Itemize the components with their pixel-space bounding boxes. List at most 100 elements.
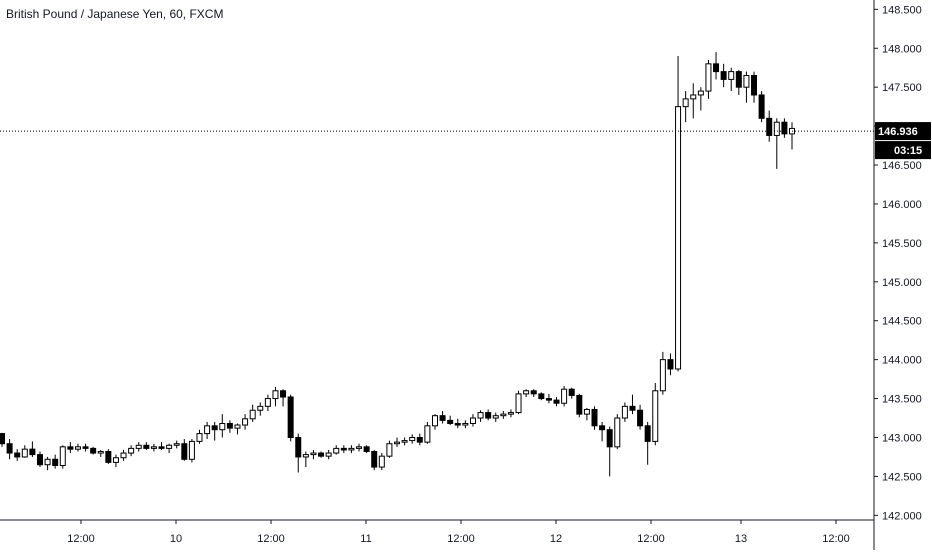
x-tick-label: 11 <box>360 533 371 545</box>
candle <box>439 411 446 424</box>
candle-body <box>97 450 104 454</box>
candle-body <box>599 425 606 431</box>
candle <box>409 434 416 444</box>
y-tick-label: 142.500 <box>882 471 922 483</box>
candle <box>447 415 454 426</box>
candle-body <box>439 415 446 421</box>
candle-body <box>500 413 507 417</box>
candle-body <box>249 409 256 420</box>
candle-body <box>523 390 530 395</box>
candle-body <box>530 390 537 395</box>
candle <box>204 421 211 440</box>
y-tick-label: 146.000 <box>882 199 922 211</box>
candle-body <box>735 71 742 88</box>
candle <box>249 404 256 422</box>
candle-body <box>6 443 13 454</box>
candle-body <box>766 117 773 136</box>
candle-body <box>333 447 340 454</box>
candle <box>105 449 112 464</box>
candle <box>599 421 606 442</box>
candle-body <box>682 98 689 108</box>
candle-body <box>454 422 461 426</box>
candle <box>454 418 461 429</box>
candle <box>340 445 347 454</box>
y-tick-label: 146.500 <box>882 160 922 172</box>
candle <box>697 87 704 111</box>
candle-body <box>340 447 347 451</box>
x-tick-label: 12:00 <box>447 533 475 545</box>
candle <box>242 414 249 430</box>
candle-body <box>234 424 241 429</box>
candle <box>789 122 795 150</box>
candle-body <box>606 429 613 448</box>
candle <box>90 446 97 455</box>
candle <box>226 420 233 433</box>
candle-body <box>515 393 522 414</box>
candle <box>356 443 363 452</box>
candle <box>29 441 36 457</box>
candle <box>728 67 735 92</box>
candle <box>606 426 613 477</box>
candle-body <box>561 388 568 404</box>
chart-title: British Pound / Japanese Yen, 60, FXCM <box>6 7 224 21</box>
candle-body <box>538 393 545 400</box>
candle-body <box>264 398 271 407</box>
candle-body <box>211 425 218 431</box>
candle-body <box>287 396 294 438</box>
candle <box>36 451 43 468</box>
candle <box>431 414 438 430</box>
y-tick-label: 142.000 <box>882 510 922 522</box>
candle-body <box>781 121 788 135</box>
candle-body <box>386 443 393 457</box>
candle <box>720 63 727 88</box>
candle <box>97 449 104 457</box>
candle <box>234 423 241 435</box>
candle-body <box>614 417 621 448</box>
candle-body <box>302 454 309 458</box>
candle <box>325 449 332 460</box>
candle-body <box>82 446 89 449</box>
candle-body <box>21 448 28 458</box>
candle-body <box>728 71 735 80</box>
candle <box>568 387 575 399</box>
candle-body <box>507 412 514 415</box>
y-tick-label: 145.000 <box>882 277 922 289</box>
candle-body <box>90 447 97 454</box>
candle <box>143 442 150 450</box>
candle <box>295 433 302 473</box>
candle <box>561 386 568 407</box>
candle-body <box>143 444 150 449</box>
candle <box>257 402 264 416</box>
x-tick-label: 12:00 <box>67 533 95 545</box>
candle-body <box>242 418 249 426</box>
candle <box>644 421 651 465</box>
candle <box>713 52 720 80</box>
candle <box>469 414 476 427</box>
candle-body <box>166 444 173 449</box>
candle-body <box>583 408 590 415</box>
candle <box>52 454 59 469</box>
candle-body <box>621 405 628 419</box>
candle <box>6 439 13 460</box>
candle <box>333 445 340 455</box>
candle <box>523 389 530 398</box>
candle <box>545 393 552 404</box>
candle <box>272 386 279 407</box>
candle <box>477 410 484 422</box>
candle-body <box>128 447 135 454</box>
candle-body <box>644 425 651 442</box>
x-tick-label: 12:00 <box>257 533 285 545</box>
candle-body <box>371 450 378 468</box>
candle-body <box>295 436 302 458</box>
candle <box>386 440 393 458</box>
candle <box>667 353 674 376</box>
candle-body <box>697 90 704 96</box>
x-tick-label: 12 <box>550 533 562 545</box>
candle-body <box>280 390 287 398</box>
candle <box>0 432 5 447</box>
candle-body <box>135 444 142 449</box>
candle <box>583 407 590 421</box>
candle <box>675 56 682 372</box>
candle-body <box>751 75 758 96</box>
